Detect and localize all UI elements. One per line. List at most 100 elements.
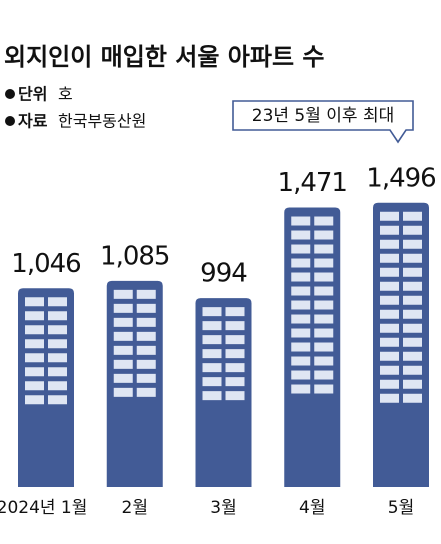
window — [48, 353, 67, 363]
value-label: 1,046 — [11, 249, 80, 279]
window — [291, 370, 311, 380]
window — [113, 387, 133, 397]
window — [380, 351, 399, 361]
window — [291, 356, 311, 366]
window — [202, 335, 222, 345]
value-label: 1,085 — [100, 241, 169, 271]
window — [291, 342, 311, 352]
window — [225, 321, 245, 331]
value-label: 1,496 — [366, 163, 435, 193]
window — [380, 365, 399, 375]
window — [403, 295, 422, 305]
window — [314, 314, 334, 324]
bar — [18, 288, 74, 487]
window — [314, 300, 334, 310]
window — [403, 323, 422, 333]
window — [136, 359, 156, 369]
x-tick-label: 2024년 1월 — [0, 498, 87, 518]
window — [380, 281, 399, 291]
window — [380, 309, 399, 319]
bar — [195, 298, 252, 487]
window — [291, 286, 311, 296]
window — [380, 253, 399, 263]
window — [380, 323, 399, 333]
window — [48, 381, 67, 391]
window — [48, 311, 67, 321]
window — [314, 216, 334, 226]
window — [314, 370, 334, 380]
window — [291, 258, 311, 268]
window — [136, 387, 156, 397]
bullet — [5, 89, 15, 99]
window — [403, 393, 422, 403]
source: 한국부동산원 — [58, 112, 146, 131]
x-tick-label: 5월 — [388, 498, 414, 518]
window — [113, 373, 133, 383]
window — [380, 393, 399, 403]
window — [403, 239, 422, 249]
x-tick-label: 4월 — [299, 498, 325, 518]
window — [403, 351, 422, 361]
window — [291, 272, 311, 282]
x-tick-label: 3월 — [210, 498, 236, 518]
window — [291, 314, 311, 324]
window — [202, 363, 222, 373]
window — [314, 342, 334, 352]
window — [314, 244, 334, 254]
window — [136, 373, 156, 383]
window — [314, 328, 334, 338]
window — [25, 311, 44, 321]
window — [136, 303, 156, 313]
window — [314, 356, 334, 366]
window — [380, 267, 399, 277]
window — [380, 295, 399, 305]
window — [136, 317, 156, 327]
chart-title: 외지인이 매입한 서울 아파트 수 — [4, 43, 324, 71]
window — [48, 325, 67, 335]
x-tick-label: 2월 — [122, 498, 148, 518]
window — [25, 381, 44, 391]
window — [314, 258, 334, 268]
window — [25, 325, 44, 335]
window — [202, 391, 222, 401]
window — [202, 321, 222, 331]
window — [225, 335, 245, 345]
window — [225, 363, 245, 373]
window — [314, 230, 334, 240]
unit: 호 — [58, 85, 73, 104]
window — [136, 331, 156, 341]
window — [291, 300, 311, 310]
window — [403, 267, 422, 277]
value-label: 994 — [200, 259, 247, 289]
window — [291, 328, 311, 338]
window — [136, 289, 156, 299]
window — [225, 377, 245, 387]
window — [48, 297, 67, 307]
window — [202, 307, 222, 317]
window — [403, 309, 422, 319]
window — [25, 367, 44, 377]
window — [48, 339, 67, 349]
window — [136, 345, 156, 355]
window — [403, 253, 422, 263]
window — [202, 377, 222, 387]
window — [403, 281, 422, 291]
window — [291, 244, 311, 254]
source-label: 자료 — [18, 112, 48, 131]
window — [113, 331, 133, 341]
window — [202, 349, 222, 359]
window — [291, 230, 311, 240]
window — [291, 216, 311, 226]
window — [48, 367, 67, 377]
window — [403, 365, 422, 375]
window — [403, 211, 422, 221]
value-label: 1,471 — [278, 168, 347, 198]
window — [403, 225, 422, 235]
window — [113, 303, 133, 313]
window — [380, 379, 399, 389]
window — [113, 345, 133, 355]
window — [314, 286, 334, 296]
window — [225, 349, 245, 359]
window — [314, 272, 334, 282]
